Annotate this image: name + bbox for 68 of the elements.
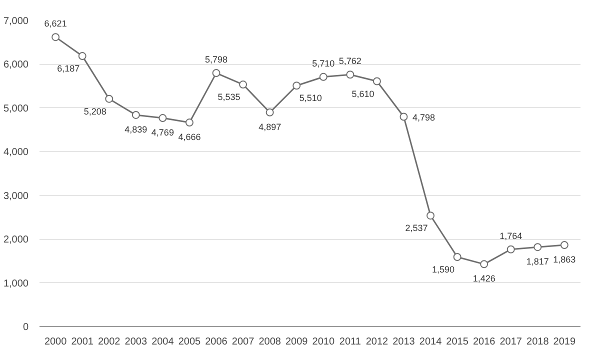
x-tick-label: 2000 (44, 336, 68, 347)
x-tick-label: 2008 (258, 336, 282, 347)
point (132, 110, 140, 119)
text: 6,187 (57, 64, 80, 74)
y-tick-label: 2,000 (3, 234, 29, 246)
text: 5,710 (312, 58, 335, 68)
x-tick-label: 2002 (98, 336, 121, 347)
point (239, 80, 248, 89)
text: 1,764 (500, 230, 522, 241)
y-tick-label: 5,000 (3, 103, 29, 114)
x-tick-label: 2007 (232, 336, 255, 347)
point (185, 118, 194, 127)
text: 5,208 (84, 106, 106, 116)
point (372, 77, 381, 86)
point (292, 82, 301, 90)
point (105, 94, 114, 103)
point (400, 112, 408, 121)
text: 5,510 (299, 93, 322, 104)
x-tick-label: 2010 (312, 336, 335, 347)
x-tick-label: 2011 (339, 336, 362, 347)
text: 4,839 (124, 124, 148, 134)
point (534, 243, 542, 252)
x-tick-label: 2001 (71, 336, 94, 347)
text: 5,535 (218, 92, 240, 102)
x-tick-label: 2019 (553, 336, 576, 347)
text: 4,798 (412, 112, 436, 122)
x-tick-label: 2014 (419, 336, 442, 347)
text: 1,817 (526, 256, 549, 267)
x-tick-label: 2013 (392, 336, 416, 347)
y-tick-label: 4,000 (3, 147, 29, 158)
x-tick-label: 2015 (446, 336, 469, 347)
x-tick-label: 2012 (366, 336, 389, 347)
point (52, 33, 60, 42)
point (78, 52, 86, 60)
point (480, 260, 488, 268)
x-tick-label: 2006 (205, 336, 228, 347)
point (346, 70, 354, 79)
text: 4,769 (151, 128, 174, 138)
y-tick-label: 6,000 (3, 60, 29, 71)
text: 5,610 (352, 88, 374, 99)
text: 1,863 (553, 254, 576, 265)
point (426, 212, 435, 220)
point (506, 245, 515, 254)
x-tick-label: 2005 (178, 336, 202, 347)
text: 4,666 (178, 132, 201, 142)
point (560, 241, 568, 250)
point (212, 69, 220, 78)
y-tick-label: 0 (22, 322, 29, 333)
point (319, 72, 328, 81)
y-tick-label: 3,000 (3, 190, 29, 202)
text: 5,798 (205, 54, 228, 65)
y-tick-label: 7,000 (3, 16, 29, 27)
y-tick-label: 1,000 (3, 278, 29, 290)
x-tick-label: 2009 (285, 336, 308, 347)
text: 1,590 (432, 264, 455, 274)
point (158, 114, 167, 122)
x-tick-label: 2003 (124, 336, 148, 347)
x-tick-label: 2004 (152, 336, 174, 347)
text: 2,537 (405, 223, 428, 234)
point (266, 108, 274, 116)
x-tick-label: 2017 (500, 336, 522, 347)
point (453, 253, 462, 261)
text: 6,621 (44, 18, 67, 29)
text: 1,426 (472, 274, 496, 284)
x-tick-label: 2016 (472, 336, 496, 347)
x-tick-label: 2018 (526, 336, 550, 347)
text: 4,897 (258, 122, 282, 132)
text: 5,762 (338, 56, 362, 66)
